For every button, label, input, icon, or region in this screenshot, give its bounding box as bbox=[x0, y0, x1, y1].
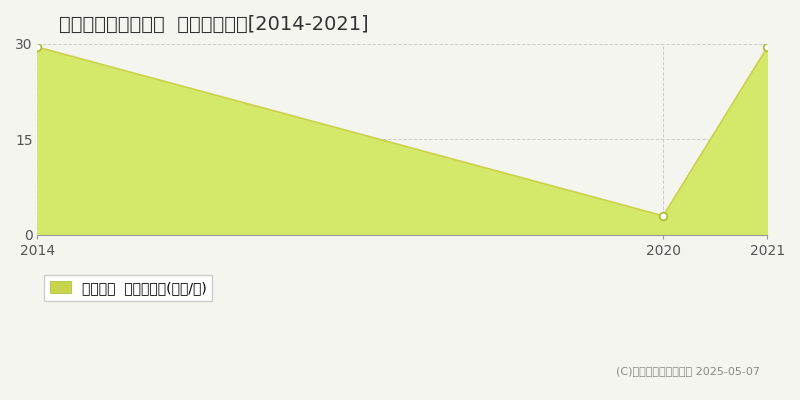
Legend: 住宅価格  平均坤単価(万円/坤): 住宅価格 平均坤単価(万円/坤) bbox=[45, 276, 212, 300]
Point bbox=[657, 213, 670, 219]
Text: (C)土地価格ドットコム 2025-05-07: (C)土地価格ドットコム 2025-05-07 bbox=[616, 366, 760, 376]
Point bbox=[31, 44, 44, 50]
Point bbox=[761, 44, 774, 50]
Text: いちき串木野市袏田  住宅価格推移[2014-2021]: いちき串木野市袏田 住宅価格推移[2014-2021] bbox=[59, 15, 369, 34]
